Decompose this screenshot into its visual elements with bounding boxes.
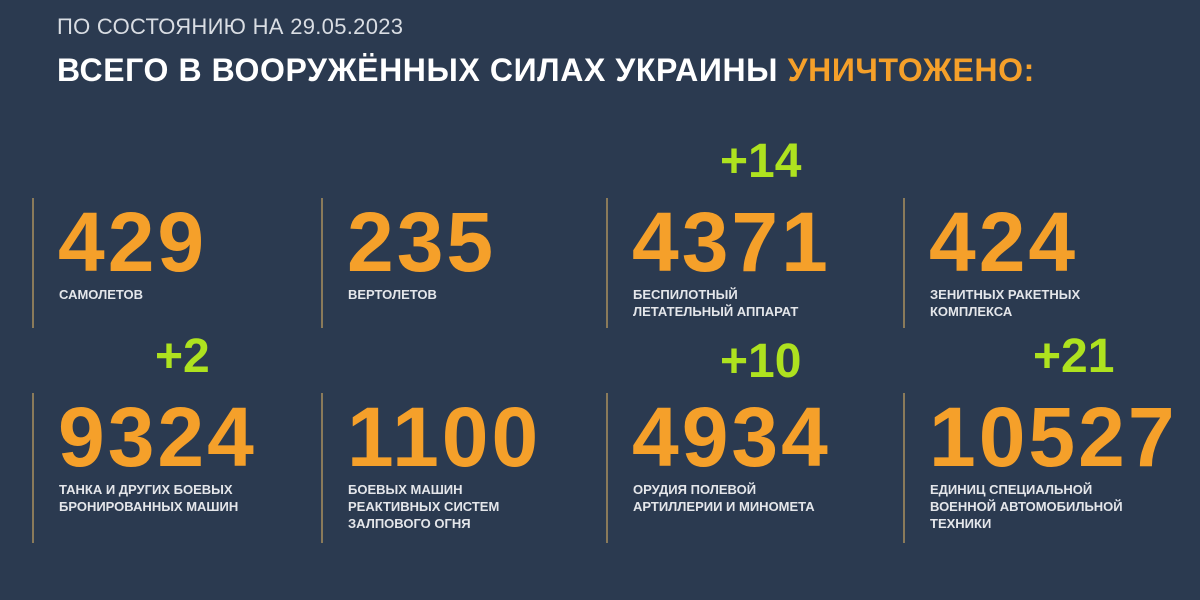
stat-label: ЕДИНИЦ СПЕЦИАЛЬНОЙ ВОЕННОЙ АВТОМОБИЛЬНОЙ… (930, 482, 1123, 531)
page-title: ВСЕГО В ВООРУЖЁННЫХ СИЛАХ УКРАИНЫ УНИЧТО… (57, 52, 1035, 89)
divider (321, 198, 323, 328)
delta-vehicles: +21 (1033, 330, 1115, 383)
divider (903, 198, 905, 328)
divider (903, 393, 905, 543)
title-accent: УНИЧТОЖЕНО: (787, 52, 1035, 88)
date-subtitle: ПО СОСТОЯНИЮ НА 29.05.2023 (57, 14, 404, 39)
stat-value: 10527 (929, 390, 1178, 484)
divider (606, 198, 608, 328)
stat-value: 424 (929, 195, 1079, 289)
delta-tanks: +2 (155, 330, 210, 383)
stat-label: ЗЕНИТНЫХ РАКЕТНЫХ КОМПЛЕКСА (930, 287, 1081, 319)
divider (606, 393, 608, 543)
divider (32, 393, 34, 543)
divider (32, 198, 34, 328)
delta-artillery: +10 (720, 335, 802, 388)
stat-value: 429 (58, 195, 208, 289)
title-main: ВСЕГО В ВООРУЖЁННЫХ СИЛАХ УКРАИНЫ (57, 52, 779, 88)
stat-value: 1100 (347, 390, 542, 484)
stat-value: 235 (347, 195, 497, 289)
stat-label: САМОЛЕТОВ (59, 287, 143, 302)
stat-value: 9324 (58, 390, 257, 484)
stat-label: БОЕВЫХ МАШИН РЕАКТИВНЫХ СИСТЕМ ЗАЛПОВОГО… (348, 482, 500, 531)
stat-label: ВЕРТОЛЕТОВ (348, 287, 437, 302)
stat-label: ОРУДИЯ ПОЛЕВОЙ АРТИЛЛЕРИИ И МИНОМЕТА (633, 482, 815, 514)
stat-value: 4371 (632, 195, 831, 289)
delta-uav: +14 (720, 135, 802, 188)
stat-label: БЕСПИЛОТНЫЙ ЛЕТАТЕЛЬНЫЙ АППАРАТ (633, 287, 799, 319)
stat-value: 4934 (632, 390, 831, 484)
divider (321, 393, 323, 543)
stat-label: ТАНКА И ДРУГИХ БОЕВЫХ БРОНИРОВАННЫХ МАШИ… (59, 482, 239, 514)
